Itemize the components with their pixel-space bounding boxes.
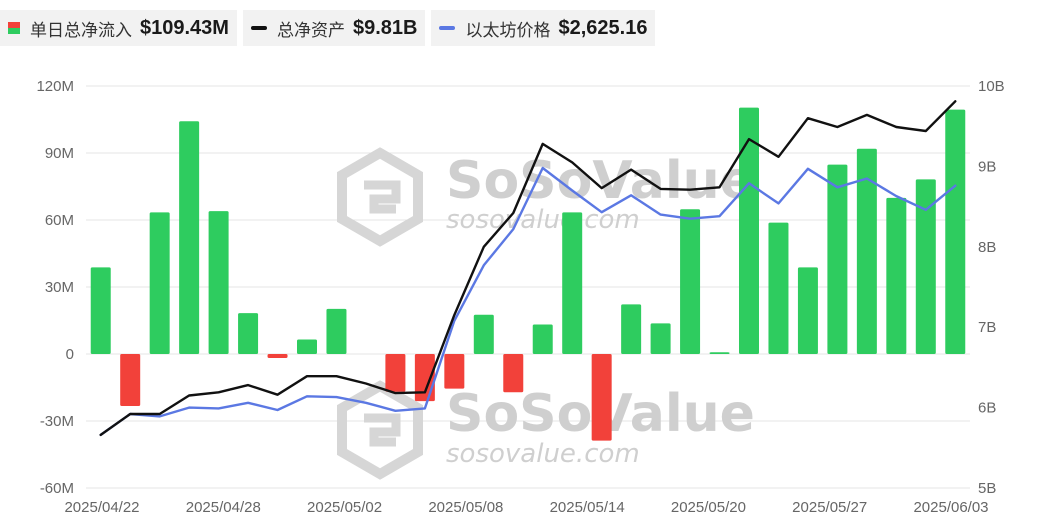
flow-bar[interactable] [297,339,317,354]
flow-bar[interactable] [208,211,229,354]
legend-item-flow[interactable]: 单日总净流入 $109.43M [0,10,237,46]
legend-flow-label: 单日总净流入 [30,20,132,40]
watermark-site: sosovalue.com [446,439,640,469]
flow-bar[interactable] [591,354,612,441]
flow-bar[interactable] [179,121,200,354]
flow-bar[interactable] [886,197,907,354]
flow-bar[interactable] [856,148,877,354]
flow-bar[interactable] [267,354,288,359]
flow-bar[interactable] [90,267,111,354]
x-axis-tick-label: 2025/06/03 [913,499,988,516]
right-axis-tick-label: 5B [978,480,996,497]
flow-bar[interactable] [326,308,347,354]
right-axis: 10B 9B 8B 7B 6B 5B [978,78,1005,497]
right-axis-tick-label: 8B [978,239,996,256]
total-net-assets-line[interactable] [99,100,957,437]
right-axis-tick-label: 7B [978,319,996,336]
legend-price-value: $2,625.16 [558,16,648,39]
x-axis-tick-label: 2025/05/02 [307,499,382,516]
flow-bar[interactable] [385,354,406,392]
left-axis-tick-label: -60M [40,480,74,497]
legend-item-price[interactable]: 以太坊价格 $2,625.16 [431,10,656,46]
flow-bar[interactable] [120,354,141,407]
chart-legend: 单日总净流入 $109.43M 总净资产 $9.81B 以太坊价格 $2,625… [0,10,656,46]
flow-bar[interactable] [650,323,671,354]
flow-bar[interactable] [503,354,524,393]
legend-price-label: 以太坊价格 [465,20,551,40]
flow-bar[interactable] [739,107,759,354]
flow-bar[interactable] [562,212,583,354]
left-axis-tick-label: 90M [45,145,74,162]
x-axis-tick-label: 2025/04/22 [64,499,139,516]
eth-price-line[interactable] [99,166,957,437]
line-swatch-icon [439,26,456,30]
flow-bar[interactable] [532,324,553,354]
watermark-site: sosovalue.com [446,205,640,235]
left-axis: 120M 90M 60M 30M 0 -30M -60M [36,78,74,497]
right-axis-tick-label: 9B [978,158,996,175]
x-axis-tick-label: 2025/05/20 [671,499,746,516]
right-axis-tick-label: 10B [978,78,1005,95]
line-series [99,100,957,437]
watermark-brand: SoSoValue [446,151,755,211]
legend-assets-value: $9.81B [352,16,418,39]
flow-bar[interactable] [768,222,789,354]
flow-bar[interactable] [680,209,701,354]
right-axis-tick-label: 6B [978,400,996,417]
left-axis-tick-label: 30M [45,279,74,296]
x-axis-tick-label: 2025/05/27 [792,499,867,516]
flow-bar[interactable] [945,109,966,354]
legend-item-assets[interactable]: 总净资产 $9.81B [242,10,426,46]
left-axis-tick-label: 0 [66,346,74,363]
left-axis-tick-label: 60M [45,212,74,229]
flow-bar[interactable] [797,267,818,354]
watermark-logo-icon [337,147,423,247]
flow-bar[interactable] [238,313,259,354]
x-axis-tick-label: 2025/05/08 [428,499,503,516]
left-axis-tick-label: 120M [36,78,74,95]
x-axis: 2025/04/22 2025/04/28 2025/05/02 2025/05/08… [64,499,988,516]
flow-bar[interactable] [473,314,494,354]
legend-flow-value: $109.43M [140,16,229,39]
bar-series [90,107,966,441]
x-axis-tick-label: 2025/04/28 [186,499,261,516]
flow-bar[interactable] [827,164,848,354]
flow-bar[interactable] [444,354,465,389]
grid-lines [86,85,970,489]
flow-bar[interactable] [621,304,642,354]
legend-assets-label: 总净资产 [276,20,345,40]
flow-bar[interactable] [414,354,435,402]
bar-swatch-icon [8,22,20,34]
flow-bar[interactable] [149,212,170,354]
line-swatch-icon [250,26,267,30]
left-axis-tick-label: -30M [40,413,74,430]
flow-bar[interactable] [709,352,730,354]
flow-bar[interactable] [915,179,936,354]
x-axis-tick-label: 2025/05/14 [550,499,625,516]
